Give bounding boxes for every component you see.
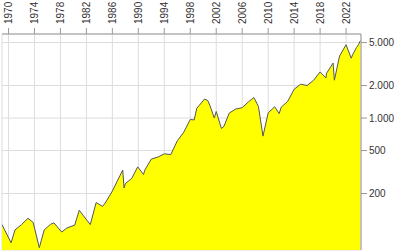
svg-text:2.000: 2.000 bbox=[369, 80, 394, 91]
svg-text:5.000: 5.000 bbox=[369, 37, 394, 48]
svg-text:1990: 1990 bbox=[133, 1, 144, 24]
svg-text:2006: 2006 bbox=[237, 1, 248, 24]
svg-text:2022: 2022 bbox=[341, 1, 352, 24]
svg-text:2002: 2002 bbox=[211, 1, 222, 24]
svg-text:2018: 2018 bbox=[315, 1, 326, 24]
svg-text:1970: 1970 bbox=[8, 1, 14, 24]
svg-text:1982: 1982 bbox=[81, 1, 92, 24]
svg-text:1998: 1998 bbox=[185, 1, 196, 24]
svg-text:1994: 1994 bbox=[159, 1, 170, 24]
svg-text:200: 200 bbox=[369, 188, 386, 199]
svg-text:1978: 1978 bbox=[55, 1, 66, 24]
svg-text:1.000: 1.000 bbox=[369, 113, 394, 124]
svg-text:1986: 1986 bbox=[107, 1, 118, 24]
svg-text:2010: 2010 bbox=[263, 1, 274, 24]
svg-text:2014: 2014 bbox=[289, 1, 300, 24]
svg-text:1974: 1974 bbox=[29, 1, 40, 24]
svg-text:500: 500 bbox=[369, 145, 386, 156]
